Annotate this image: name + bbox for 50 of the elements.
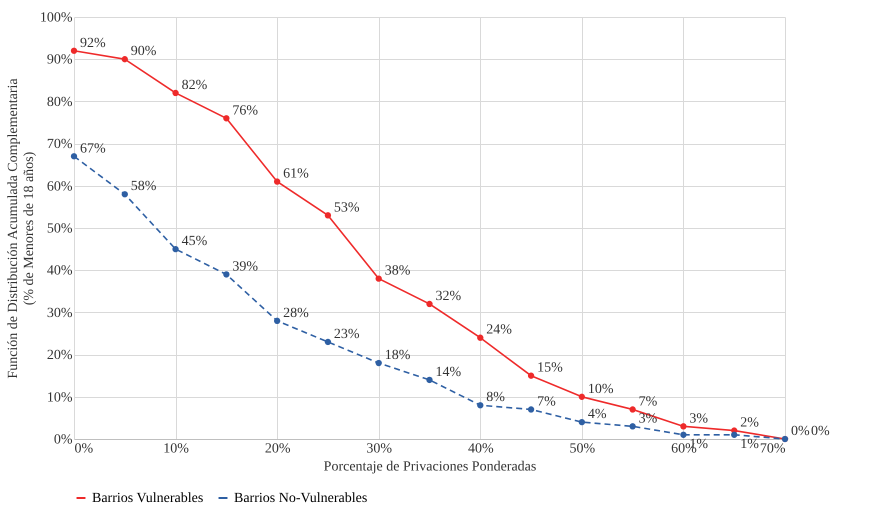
data-label: 4% bbox=[588, 407, 607, 422]
data-label: 90% bbox=[130, 44, 157, 60]
data-label: 2% bbox=[740, 416, 760, 431]
data-label: 14% bbox=[436, 364, 462, 380]
x-axis-title: Porcentaje de Privaciones Ponderadas bbox=[324, 460, 536, 474]
data-label: 24% bbox=[486, 322, 512, 338]
y-tick-label: 70% bbox=[46, 137, 73, 152]
data-label: 3% bbox=[638, 411, 658, 426]
data-label: 1% bbox=[740, 436, 760, 452]
y-tick-label: 30% bbox=[46, 306, 73, 321]
data-label: 8% bbox=[486, 390, 506, 406]
data-label: 53% bbox=[334, 200, 360, 216]
data-label: 0% bbox=[811, 424, 830, 439]
y-tick-label: 80% bbox=[46, 94, 73, 110]
y-tick-label: 100% bbox=[40, 10, 73, 26]
data-label: 0% bbox=[791, 424, 810, 439]
data-label: 61% bbox=[283, 166, 310, 182]
x-tick-label: 70% bbox=[760, 442, 786, 456]
data-label: 92% bbox=[80, 36, 106, 51]
data-label: 32% bbox=[436, 288, 462, 304]
y-tick-label: 10% bbox=[46, 390, 73, 406]
data-label: 76% bbox=[232, 103, 258, 118]
data-label: 23% bbox=[334, 326, 360, 342]
data-label: 15% bbox=[537, 360, 564, 376]
data-label: 7% bbox=[638, 394, 658, 410]
legend-label: Barrios No-Vulnerables bbox=[234, 491, 368, 506]
y-tick-label: 90% bbox=[46, 52, 73, 68]
x-tick-label: 20% bbox=[264, 442, 291, 456]
y-tick-label: 20% bbox=[46, 348, 73, 364]
x-tick-label: 10% bbox=[163, 442, 190, 456]
data-label: 38% bbox=[384, 264, 411, 279]
x-tick-label: 40% bbox=[468, 442, 494, 456]
data-label: 67% bbox=[80, 141, 106, 156]
data-label: 45% bbox=[182, 234, 208, 250]
y-tick-label: 60% bbox=[46, 179, 73, 194]
data-label: 7% bbox=[537, 394, 556, 410]
data-label: 58% bbox=[130, 179, 157, 194]
legend-label: Barrios Vulnerables bbox=[92, 491, 204, 506]
data-label: 3% bbox=[689, 411, 708, 426]
x-tick-label: 50% bbox=[570, 442, 596, 456]
x-tick-label: 30% bbox=[366, 442, 392, 456]
data-label: 28% bbox=[283, 306, 310, 321]
data-label: 10% bbox=[588, 382, 614, 397]
data-label: 82% bbox=[182, 78, 208, 93]
data-label: 39% bbox=[232, 259, 258, 274]
data-label: 18% bbox=[384, 348, 411, 364]
y-axis-title: Función de Distribución Acumulada Complementaria (% de Menores de 18 años) bbox=[6, 78, 37, 379]
y-tick-label: 40% bbox=[46, 264, 73, 279]
y-tick-label: 50% bbox=[46, 222, 73, 236]
x-tick-label: 0% bbox=[74, 442, 94, 456]
